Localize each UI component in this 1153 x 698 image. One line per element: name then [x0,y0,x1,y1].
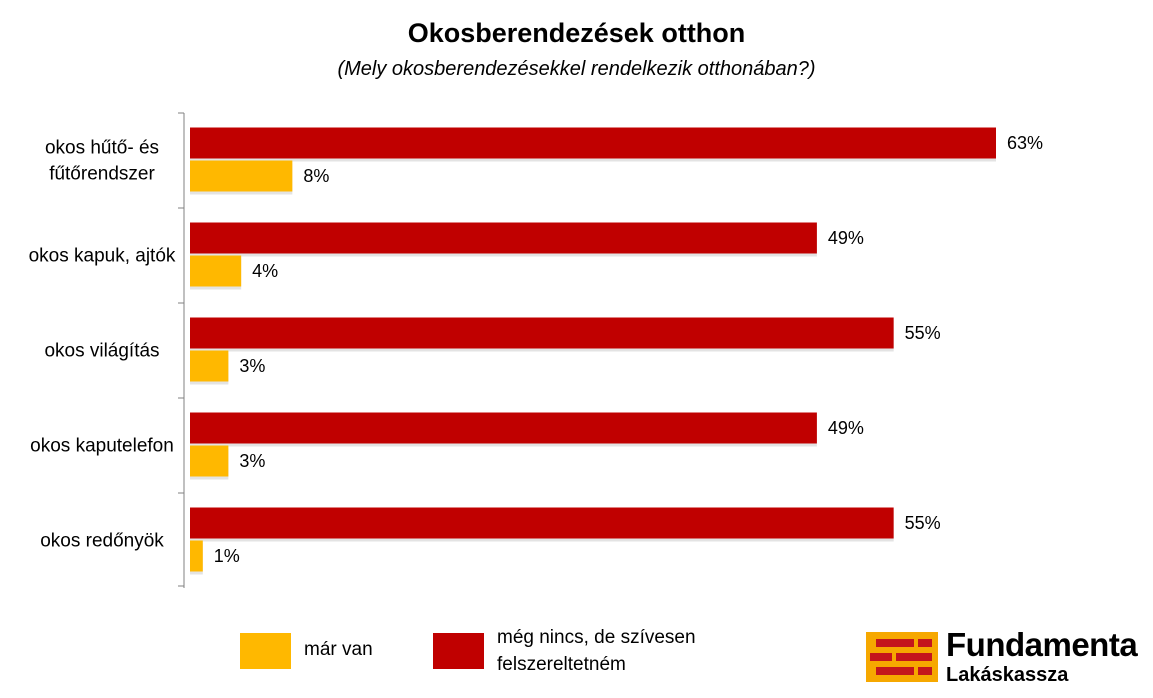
fundamenta-logo: Fundamenta Lakáskassza [866,626,1138,687]
data-label: 55% [905,513,941,533]
bar [190,127,996,159]
category-label: okos kaputelefon [30,436,174,457]
category-label: okos redőnyök [40,531,164,552]
bar [190,255,242,287]
category-label: okos kapuk, ajtók [29,246,176,267]
data-label: 1% [214,546,240,566]
category-label: okos világítás [44,341,159,362]
logo-name: Fundamenta [946,626,1138,663]
data-label: 55% [905,323,941,343]
legend-label-meg-nincs-line2: felszereltetném [497,654,626,675]
bar [190,445,229,477]
logo-brick-mark [866,632,938,682]
data-label: 63% [1007,133,1043,153]
category-label: okos hűtő- és [45,138,159,159]
bar [190,317,894,349]
legend-swatch-mar-van [240,633,291,669]
legend-label-meg-nincs-line1: még nincs, de szívesen [497,627,696,648]
data-label: 4% [252,261,278,281]
bar [190,160,293,192]
legend-swatch-meg-nincs [433,633,484,669]
chart-title: Okosberendezések otthon [407,18,746,48]
bar [190,507,894,539]
legend-label-mar-van: már van [304,639,373,660]
bar [190,222,817,254]
data-label: 49% [828,418,864,438]
logo-subtitle: Lakáskassza [946,664,1069,686]
bar [190,350,229,382]
data-label: 3% [239,451,265,471]
chart-subtitle: (Mely okosberendezésekkel rendelkezik ot… [337,58,816,80]
bar-chart: okos hűtő- és fűtőrendszer 63% 8% okos kapuk… [29,112,1043,588]
category-label: fűtőrendszer [49,164,155,185]
data-label: 3% [239,356,265,376]
bar [190,412,817,444]
data-label: 8% [303,166,329,186]
bar [190,540,203,572]
data-label: 49% [828,228,864,248]
